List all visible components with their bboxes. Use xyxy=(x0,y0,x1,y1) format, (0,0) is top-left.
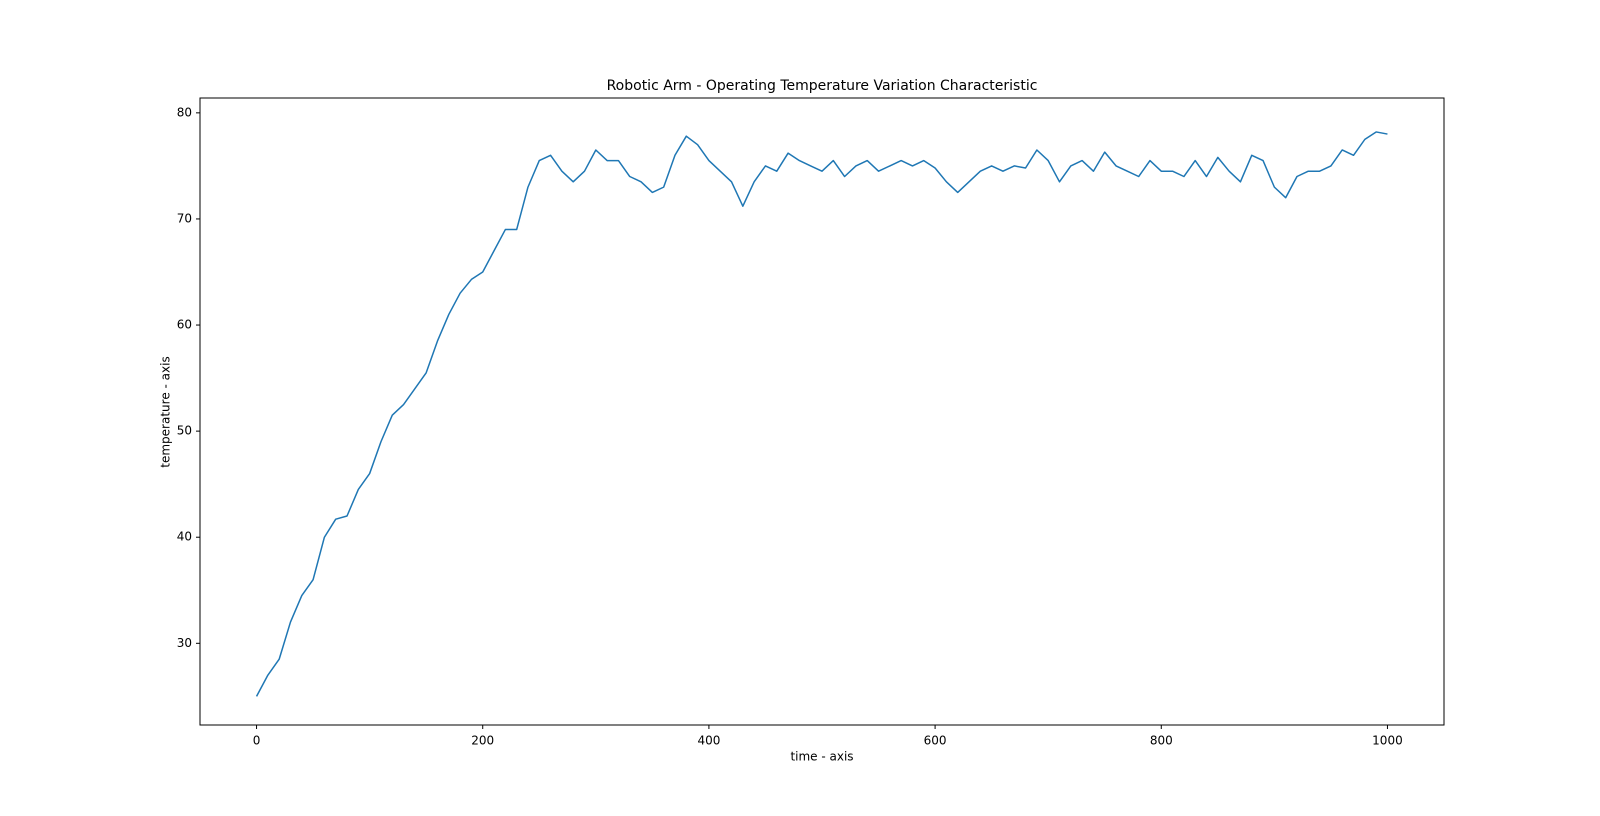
y-tick-label: 80 xyxy=(177,105,192,119)
x-tick-label: 200 xyxy=(471,734,494,748)
y-tick-label: 60 xyxy=(177,318,192,332)
chart-title: Robotic Arm - Operating Temperature Vari… xyxy=(607,78,1038,94)
y-tick-label: 40 xyxy=(177,530,192,544)
y-tick-label: 70 xyxy=(177,211,192,225)
x-tick-label: 600 xyxy=(924,734,947,748)
data-line xyxy=(255,131,1388,697)
plot-frame xyxy=(199,97,1445,726)
x-tick-label: 400 xyxy=(697,734,720,748)
x-tick-label: 1000 xyxy=(1372,734,1403,748)
x-tick-label: 0 xyxy=(253,734,261,748)
y-tick-label: 30 xyxy=(177,636,192,650)
x-axis-label: time - axis xyxy=(790,750,853,764)
y-tick-label: 50 xyxy=(177,424,192,438)
x-tick-label: 800 xyxy=(1150,734,1173,748)
y-axis-label: temperature - axis xyxy=(159,356,173,467)
